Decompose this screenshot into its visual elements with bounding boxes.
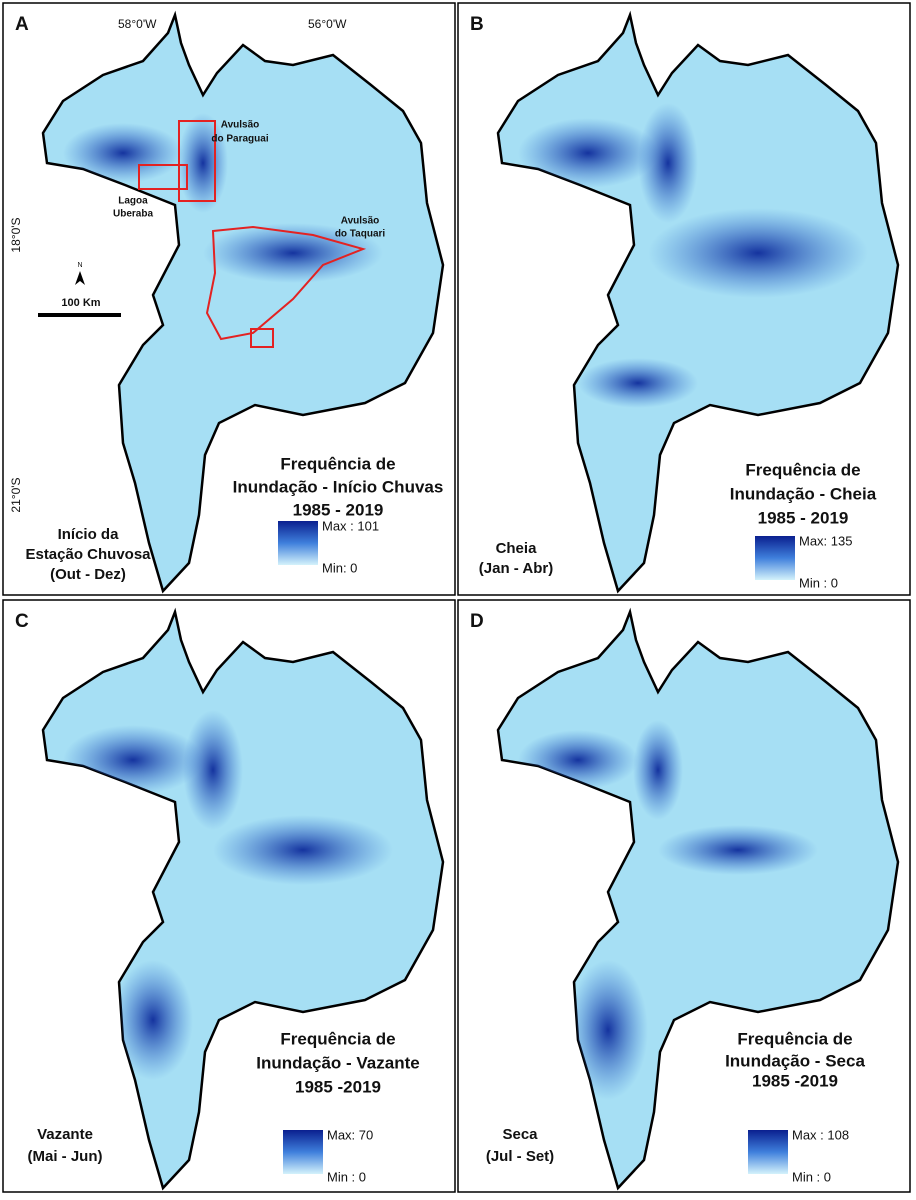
legend-title: Inundação - Vazante: [256, 1053, 419, 1072]
flood-zone: [658, 825, 818, 875]
legend-title: Frequência de: [280, 454, 395, 473]
flood-zone: [213, 815, 393, 885]
season-label: Vazante: [37, 1126, 93, 1143]
latitude-label: 21°0'S: [9, 477, 23, 512]
map-annotation: Uberaba: [113, 209, 153, 220]
panel-letter: C: [15, 611, 29, 632]
legend-title: Inundação - Início Chuvas: [233, 477, 444, 496]
north-arrow: [75, 271, 85, 285]
legend-title: Inundação - Seca: [725, 1051, 865, 1070]
legend-max: Max : 101: [322, 518, 379, 533]
flood-zone: [633, 720, 683, 820]
study-box: [178, 120, 216, 202]
map-panel: C Frequência de Inundação - Vazante 1985 -2…: [2, 599, 456, 1193]
scale-label: 100 Km: [61, 297, 100, 309]
flood-zone: [578, 358, 698, 408]
season-label: Estação Chuvosa: [25, 546, 151, 563]
legend-title: 1985 -2019: [752, 1071, 838, 1090]
latitude-label: 18°0'S: [9, 217, 23, 252]
legend-ramp: [748, 1130, 788, 1174]
legend-max: Max : 108: [792, 1127, 849, 1142]
flood-zones: [63, 710, 393, 1080]
study-box: [138, 164, 188, 190]
avulsion-outline: [205, 225, 367, 341]
season-label: (Jan - Abr): [479, 560, 553, 577]
map-annotation: do Taquari: [335, 229, 386, 240]
flood-zones: [518, 103, 868, 408]
map-annotation: Avulsão: [341, 216, 380, 227]
flood-zone: [518, 118, 658, 188]
legend-min: Min: 0: [322, 560, 357, 575]
legend-min: Min : 0: [327, 1169, 366, 1184]
season-label: Cheia: [496, 540, 538, 557]
legend-title: Inundação - Cheia: [730, 484, 877, 503]
flood-zone: [183, 710, 243, 830]
flood-zone: [568, 960, 648, 1100]
season-label: (Mai - Jun): [28, 1148, 103, 1165]
flood-zones: [518, 720, 818, 1100]
map-annotation: Lagoa: [118, 196, 148, 207]
panel-letter: D: [470, 611, 484, 632]
longitude-label: 58°0'W: [118, 17, 157, 31]
legend-title: Frequência de: [737, 1029, 852, 1048]
legend-max: Max: 70: [327, 1127, 373, 1142]
legend-title: 1985 - 2019: [758, 508, 849, 527]
flood-zone: [638, 103, 698, 223]
map-panel: A Frequência de Inundação - Início Chuvas 1…: [2, 2, 456, 596]
flood-zone: [113, 960, 193, 1080]
legend-ramp: [283, 1130, 323, 1174]
map-panel: B Frequência de Inundação - Cheia 1985 - 20…: [457, 2, 911, 596]
map-annotation: do Paraguai: [211, 134, 268, 145]
season-label: Seca: [502, 1126, 538, 1143]
flood-zone: [203, 223, 383, 283]
map-annotation: Avulsão: [221, 120, 260, 131]
panel-letter: B: [470, 14, 484, 35]
legend-ramp: [755, 536, 795, 580]
longitude-label: 56°0'W: [308, 17, 347, 31]
legend-title: 1985 - 2019: [293, 500, 384, 519]
season-label: (Jul - Set): [486, 1148, 554, 1165]
season-label: (Out - Dez): [50, 566, 126, 583]
season-label: Início da: [58, 526, 120, 543]
flood-zone: [63, 123, 183, 183]
legend-title: Frequência de: [280, 1029, 395, 1048]
legend-title: Frequência de: [745, 460, 860, 479]
flood-zone: [648, 208, 868, 298]
legend-ramp: [278, 521, 318, 565]
legend-min: Min : 0: [799, 575, 838, 590]
legend-max: Max: 135: [799, 533, 852, 548]
legend-title: 1985 -2019: [295, 1077, 381, 1096]
legend-min: Min : 0: [792, 1169, 831, 1184]
study-box: [250, 328, 274, 348]
panel-letter: A: [15, 14, 29, 35]
north-label: N: [77, 262, 82, 269]
